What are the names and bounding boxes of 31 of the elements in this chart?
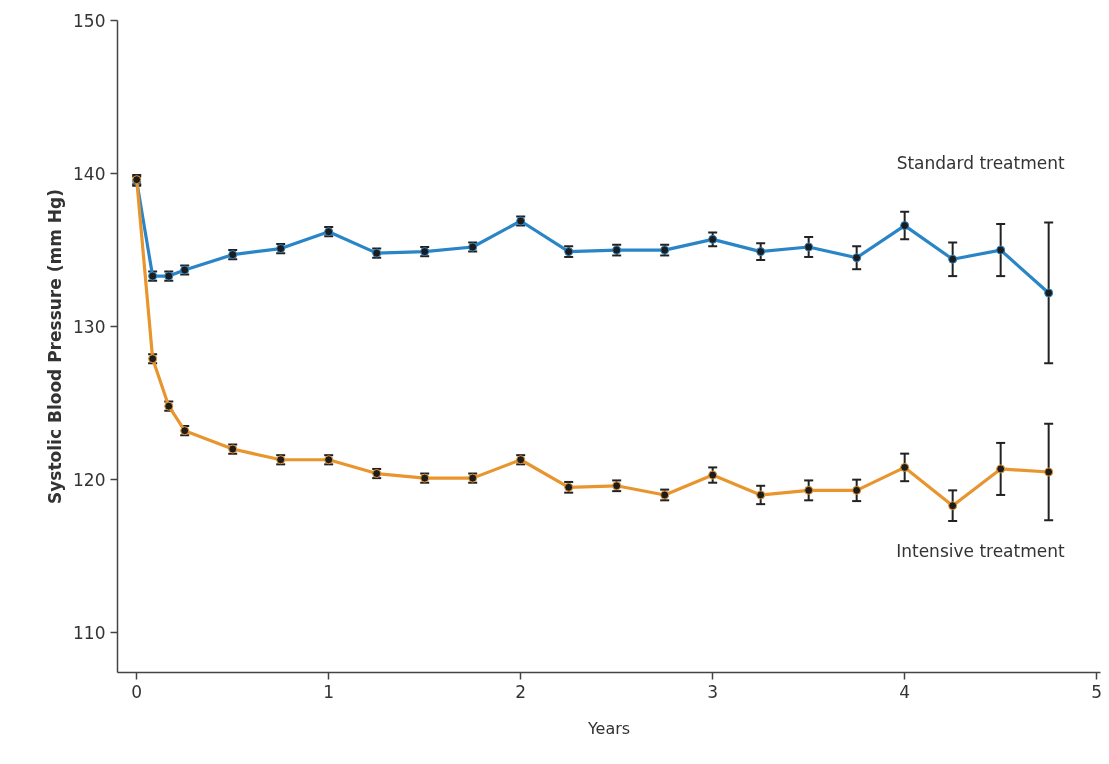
y-tick-label: 150: [73, 11, 106, 31]
point: [852, 253, 862, 263]
x-axis-title: Years: [586, 718, 631, 738]
y-axis-title: Systolic Blood Pressure (mm Hg): [45, 189, 66, 504]
x-tick-label: 5: [1091, 681, 1103, 702]
x-tick-label: 3: [707, 681, 719, 702]
text: Intensive treatment: [896, 540, 1065, 561]
point: [804, 242, 814, 252]
point: [708, 234, 718, 244]
point: [756, 490, 766, 500]
y-tick-label: 120: [73, 470, 106, 491]
x-tick-label: 2: [515, 681, 527, 702]
text: Standard treatment: [896, 152, 1065, 173]
point: [756, 247, 766, 257]
point: [996, 464, 1006, 474]
point: [900, 221, 910, 231]
x-tick-label: 0: [131, 681, 143, 702]
y-tick-label: 130: [73, 317, 106, 338]
x-tick-label: 4: [899, 681, 911, 702]
x-tick-label: 1: [323, 681, 335, 702]
point: [852, 485, 862, 495]
y-tick-label: 140: [73, 164, 106, 185]
point: [996, 245, 1006, 255]
point: [948, 254, 958, 264]
point: [1044, 288, 1054, 298]
point: [900, 462, 910, 472]
point: [708, 470, 718, 480]
point: [1044, 467, 1054, 477]
y-tick-label: 110: [73, 623, 106, 644]
point: [948, 501, 958, 511]
point: [804, 485, 814, 495]
